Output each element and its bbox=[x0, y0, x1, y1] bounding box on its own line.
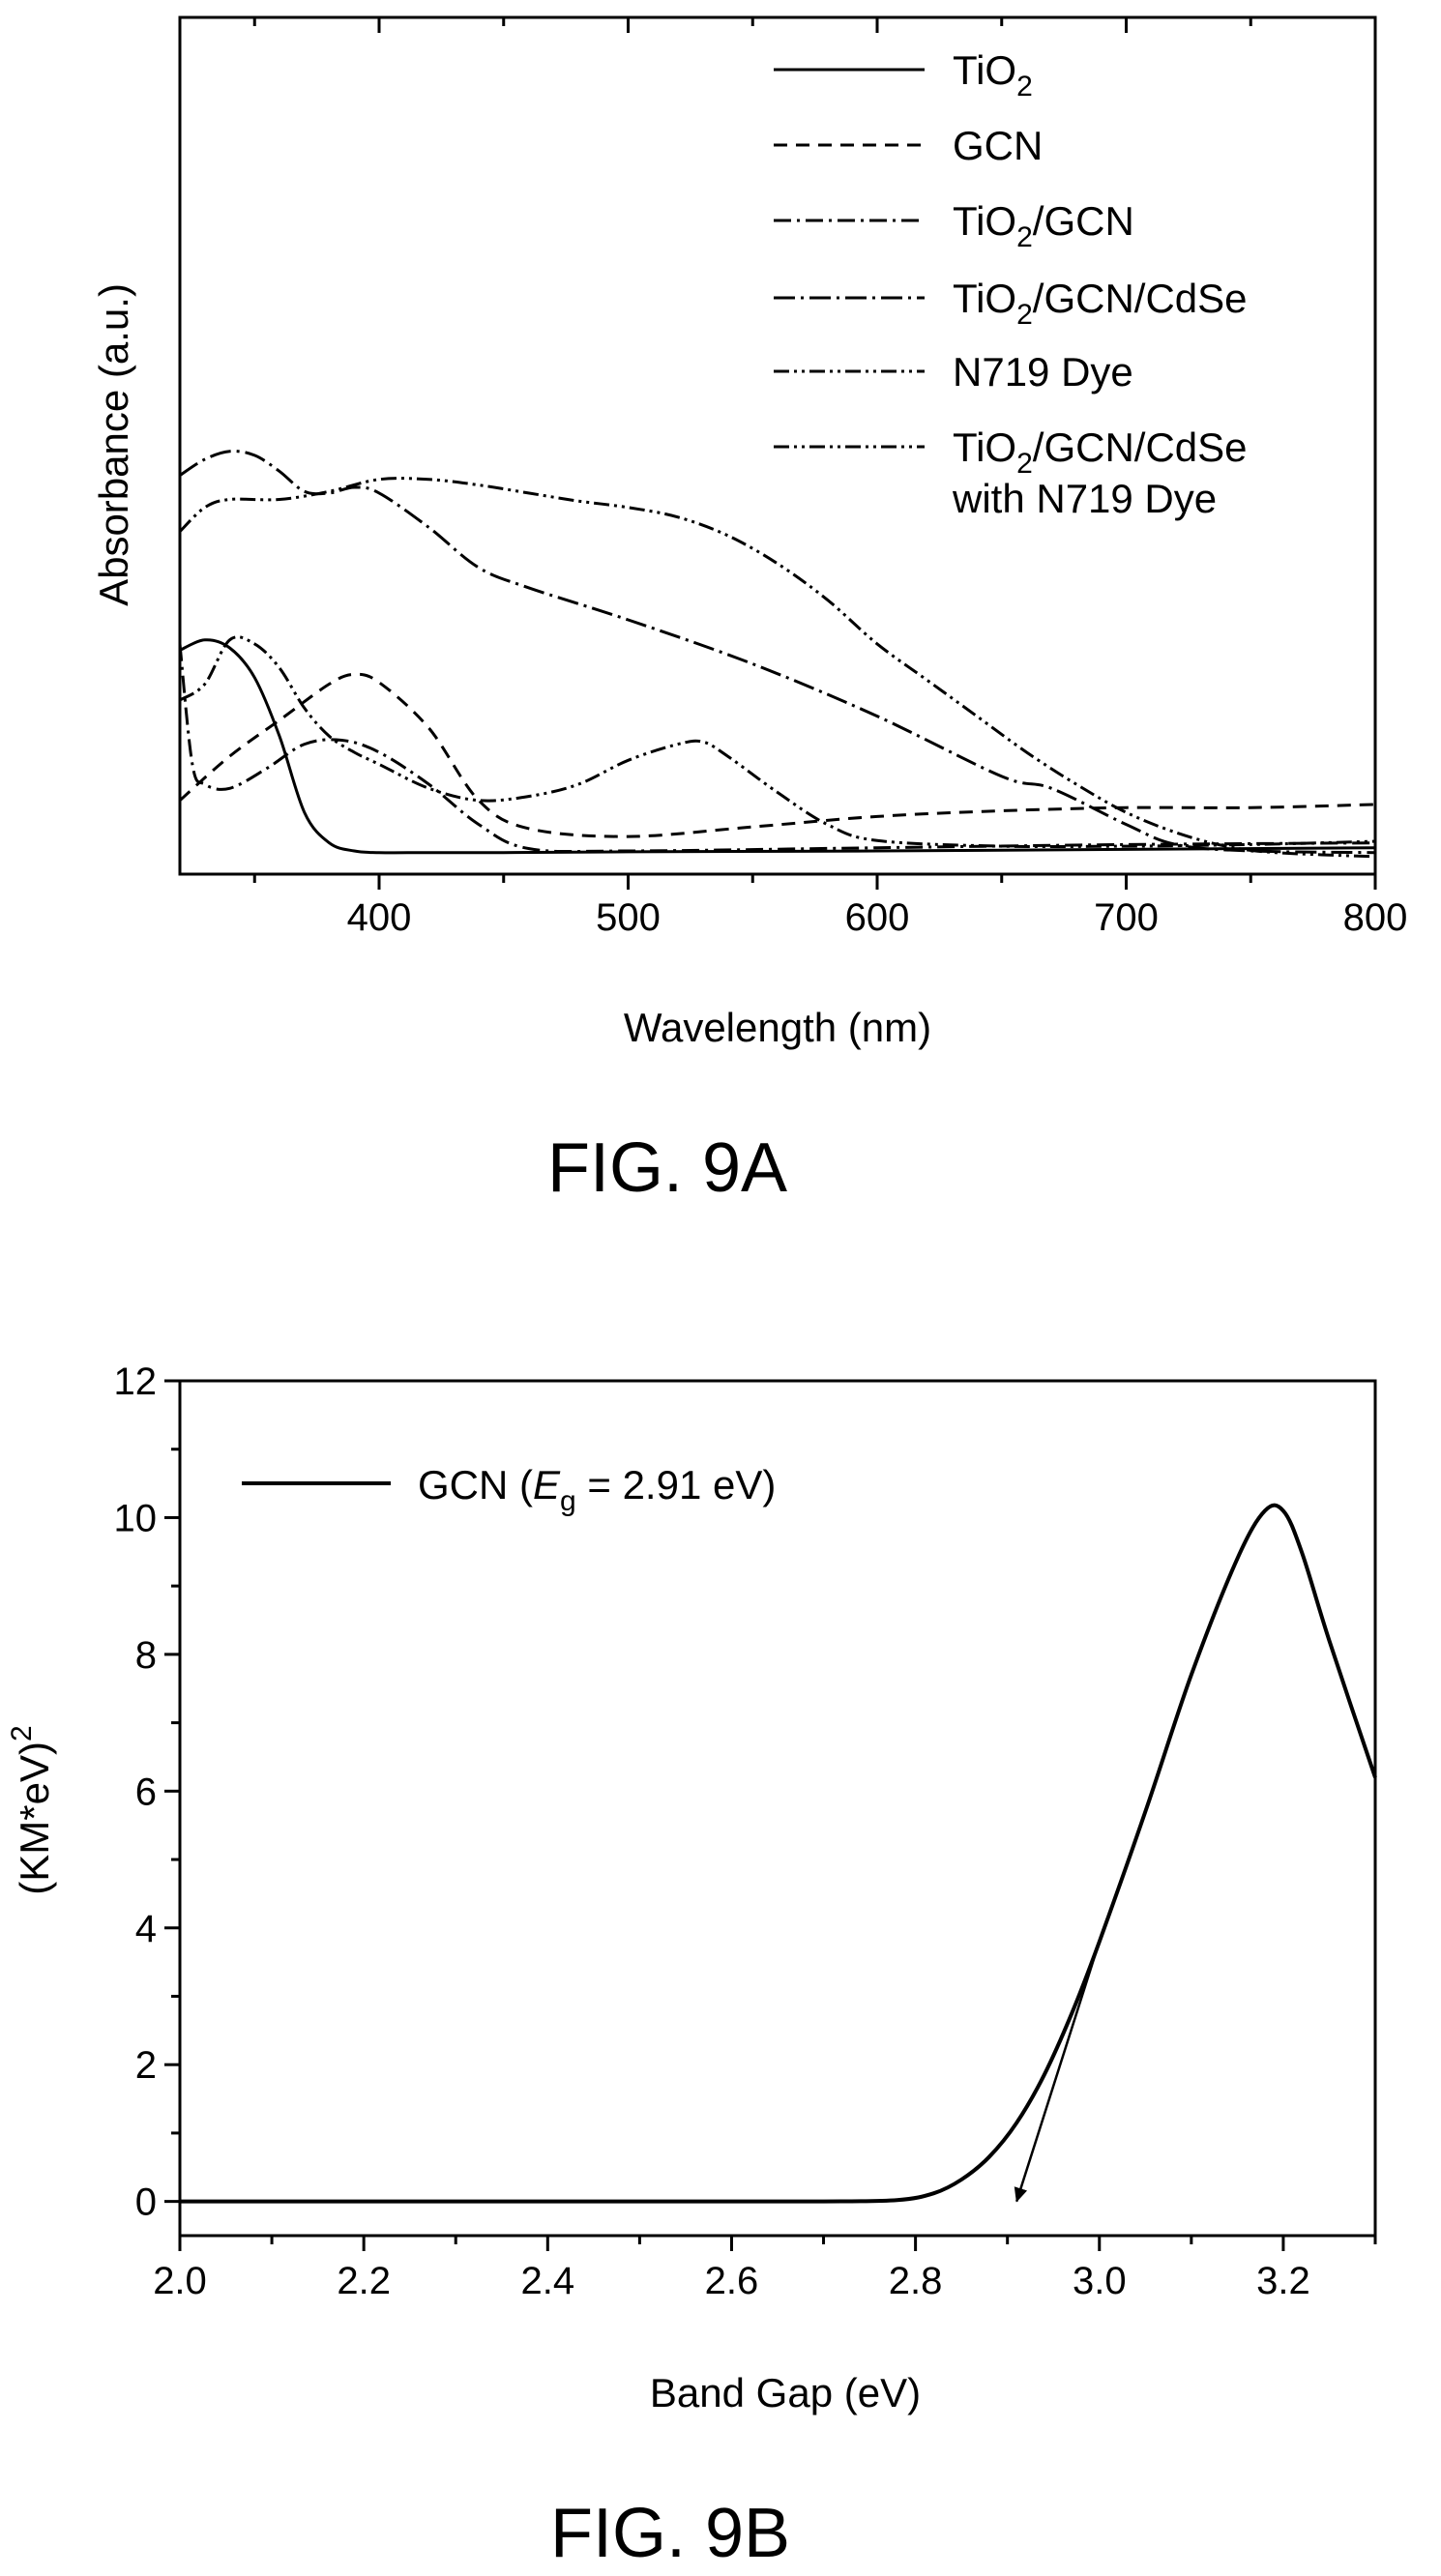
legend-label-tio: TiO2 bbox=[953, 47, 1033, 102]
series-group-9b bbox=[180, 1503, 1377, 2204]
legend-label-tio-gcn-cdse-with-n719-dye: TiO2/GCN/CdSe bbox=[953, 424, 1248, 480]
y-tick-label: 12 bbox=[114, 1361, 158, 1403]
x-tick-label: 400 bbox=[347, 896, 412, 939]
y-axis-title-9b: (KM*eV)2 bbox=[6, 1725, 57, 1894]
legend-label-gcn: GCN (Eg = 2.91 eV) bbox=[418, 1462, 776, 1517]
x-tick-label: 700 bbox=[1094, 896, 1159, 939]
x-tick-label: 2.8 bbox=[889, 2260, 943, 2302]
x-tick-label: 600 bbox=[845, 896, 910, 939]
legend-label-tio-gcn: TiO2/GCN bbox=[953, 198, 1134, 253]
x-tick-label: 800 bbox=[1343, 896, 1408, 939]
chart-9a: 400 500 600 700 800 TiO2 GCN TiO2/GCN TiO2/GCN/… bbox=[91, 15, 1408, 1207]
legend-label-tio-gcn-cdse: TiO2/GCN/CdSe bbox=[953, 276, 1248, 331]
y-tick-label: 10 bbox=[114, 1497, 158, 1539]
chart-9b: 2.0 2.2 2.4 2.6 2.8 3.0 3.2 0 2 4 6 8 10 12 GCN (Eg =… bbox=[6, 1361, 1377, 2572]
figure-caption-9a: FIG. 9A bbox=[547, 1129, 787, 1207]
y-axis-title-9a: Absorbance (a.u.) bbox=[91, 283, 136, 606]
series-line-n719-dye bbox=[179, 635, 1376, 849]
legend-9a: TiO2 GCN TiO2/GCN TiO2/GCN/CdSe N719 Dye TiO2… bbox=[774, 47, 1248, 521]
series-line-gcn bbox=[178, 672, 1376, 838]
x-axis-title-9a: Wavelength (nm) bbox=[624, 1005, 931, 1050]
legend-label-gcn: GCN bbox=[953, 123, 1043, 168]
x-tick-label: 2.6 bbox=[705, 2260, 759, 2302]
series-group-9a bbox=[178, 450, 1376, 859]
tangent-arrow bbox=[1014, 1941, 1101, 2203]
legend-label-line2: with N719 Dye bbox=[952, 476, 1217, 521]
x-tick-label: 500 bbox=[596, 896, 661, 939]
x-tick-label: 2.2 bbox=[337, 2260, 391, 2302]
x-axis-title-9b: Band Gap (eV) bbox=[650, 2370, 921, 2415]
y-tick-label: 4 bbox=[135, 1908, 157, 1950]
y-tick-label: 0 bbox=[135, 2181, 157, 2224]
plot-frame-9a bbox=[178, 15, 1377, 876]
y-tick-label: 2 bbox=[135, 2044, 157, 2087]
axis-ticks-9b: 2.0 2.2 2.4 2.6 2.8 3.0 3.2 0 2 4 6 8 10 12 bbox=[114, 1361, 1377, 2302]
y-axis-title-exponent: 2 bbox=[6, 1725, 38, 1742]
x-ticks-9a: 400 500 600 700 800 bbox=[252, 17, 1408, 939]
x-tick-label: 3.2 bbox=[1256, 2260, 1310, 2302]
y-tick-label: 6 bbox=[135, 1771, 157, 1813]
legend-9b: GCN (Eg = 2.91 eV) bbox=[242, 1462, 776, 1517]
x-tick-label: 3.0 bbox=[1073, 2260, 1127, 2302]
x-tick-label: 2.4 bbox=[521, 2260, 575, 2302]
legend-label-n719-dye: N719 Dye bbox=[953, 349, 1133, 395]
y-tick-label: 8 bbox=[135, 1634, 157, 1677]
figure-caption-9b: FIG. 9B bbox=[550, 2495, 790, 2572]
x-tick-label: 2.0 bbox=[153, 2260, 207, 2302]
series-line-tio bbox=[179, 638, 1376, 855]
series-line-gcn bbox=[180, 1503, 1377, 2204]
series-line-tio-gcn-cdse-with-n719-dye bbox=[178, 477, 1376, 859]
series-line-tio-gcn-cdse bbox=[179, 450, 1376, 855]
plot-frame-9b bbox=[178, 1379, 1377, 2238]
